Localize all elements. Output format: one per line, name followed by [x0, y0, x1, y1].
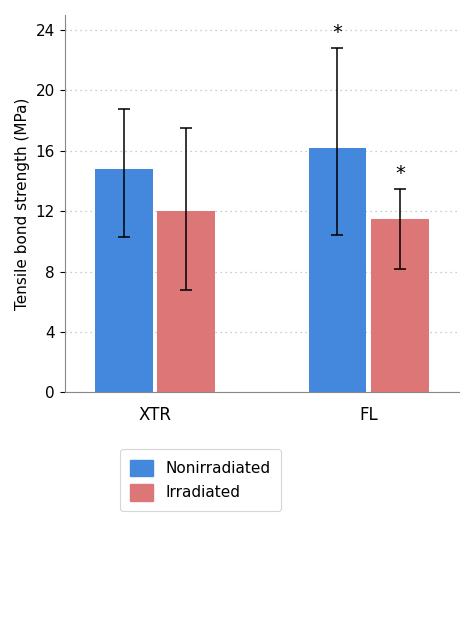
Bar [371, 219, 428, 392]
Legend: Nonirradiated, Irradiated: Nonirradiated, Irradiated [119, 449, 281, 512]
Text: *: * [395, 164, 405, 182]
Text: *: * [332, 23, 342, 42]
Y-axis label: Tensile bond strength (MPa): Tensile bond strength (MPa) [15, 97, 30, 310]
Bar [157, 211, 215, 392]
Bar [309, 148, 366, 392]
Bar [95, 169, 153, 392]
